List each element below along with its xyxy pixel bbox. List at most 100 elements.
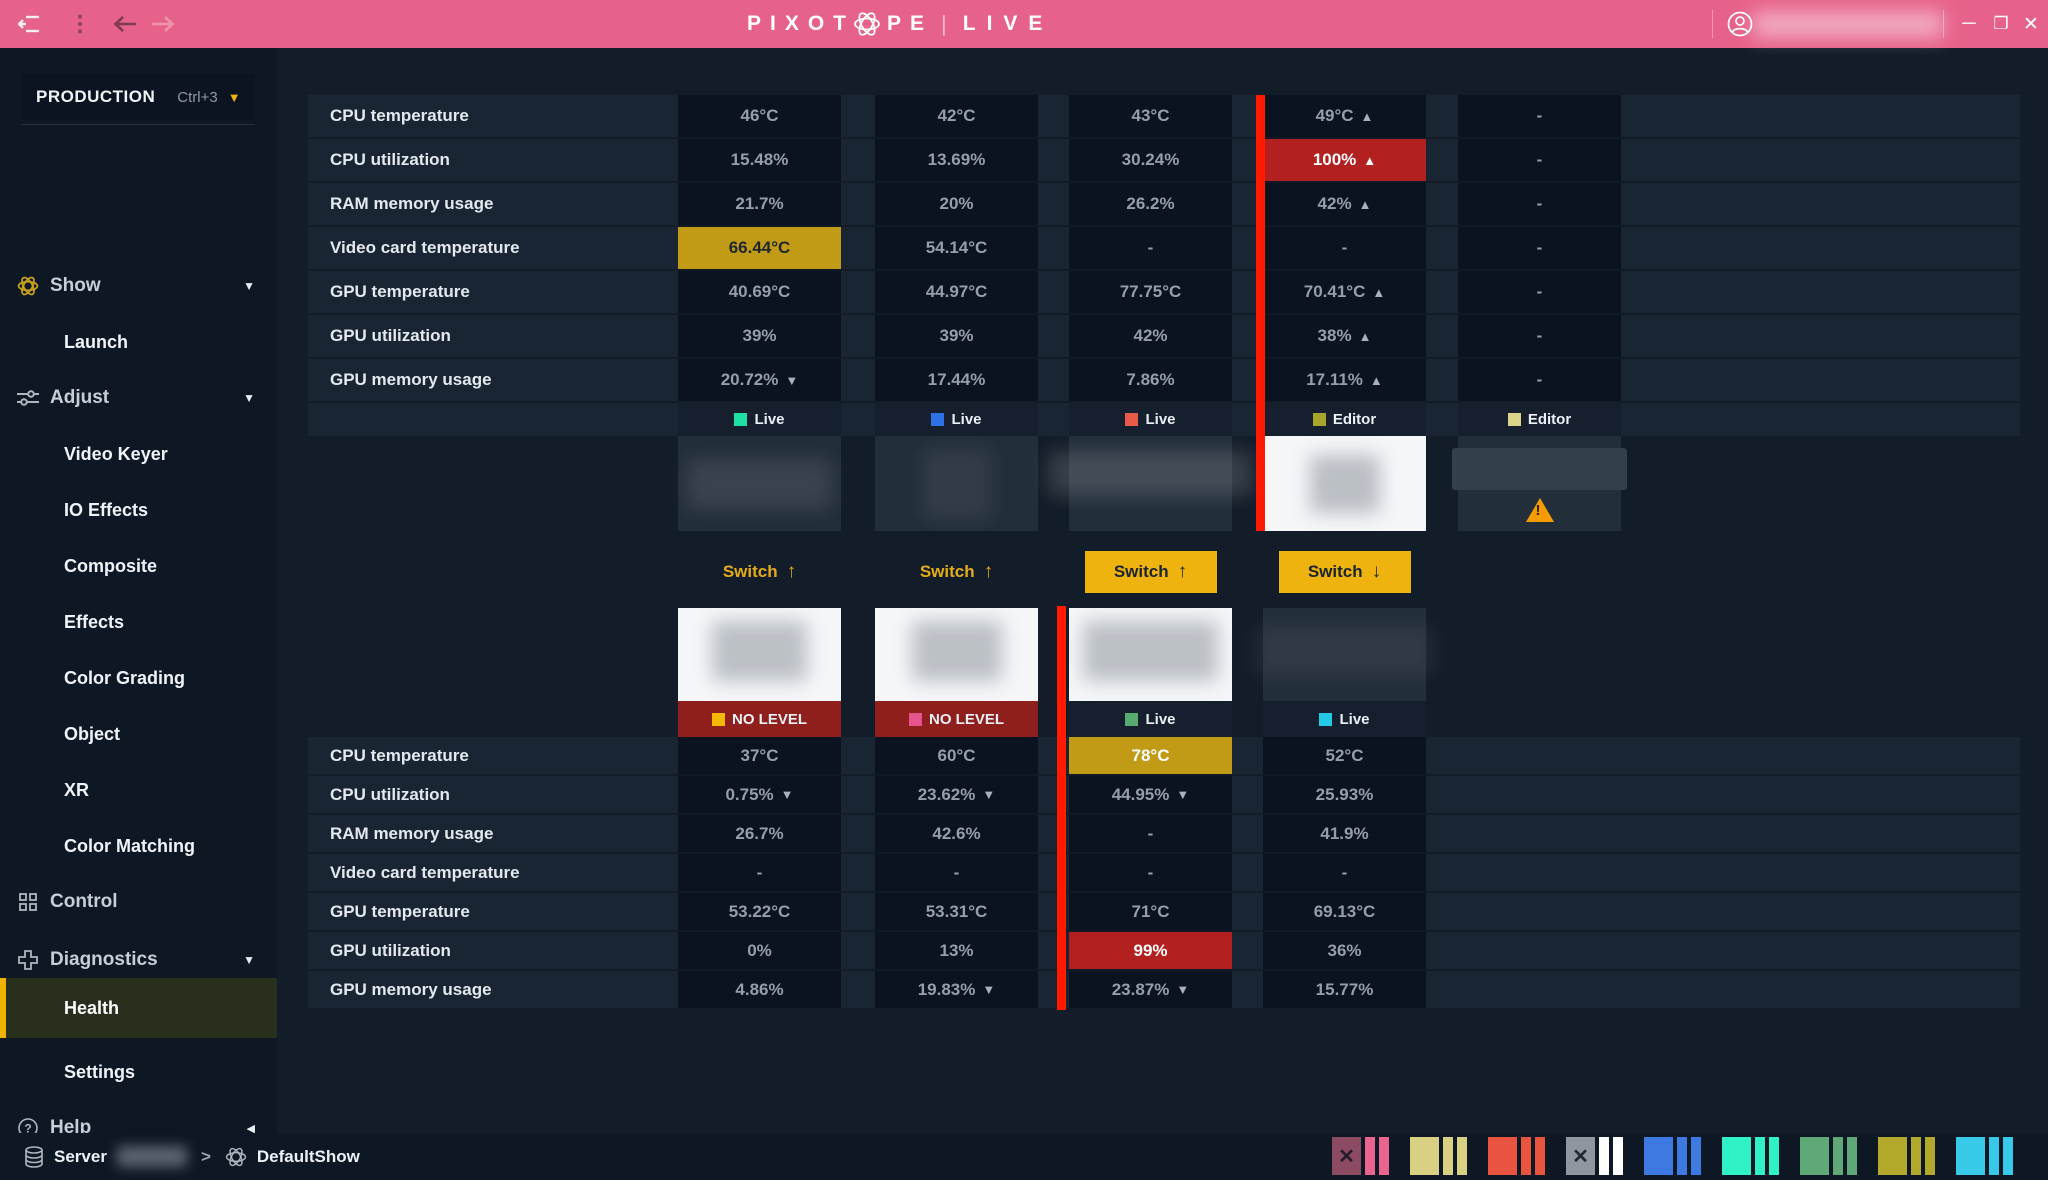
- sidebar-item-control[interactable]: Control: [0, 874, 277, 930]
- indicator-main-block: ✕: [1332, 1137, 1361, 1175]
- status-indicator-group[interactable]: ✕: [1566, 1137, 1623, 1175]
- metric-cell: 26.2%: [1126, 194, 1175, 213]
- sidebar-item-video-keyer[interactable]: Video Keyer: [0, 426, 277, 482]
- sidebar-item-help[interactable]: ? Help ◀: [0, 1100, 277, 1156]
- arrow-up-icon: ↑: [786, 561, 797, 582]
- metric-cell: -: [1341, 238, 1348, 257]
- metric-cell: 17.44%: [927, 370, 986, 389]
- row-separator: [875, 225, 1038, 227]
- machine-name-redacted: [1309, 454, 1380, 513]
- metric-cell: 0.75% ▼: [725, 784, 794, 804]
- show-crumb[interactable]: DefaultShow: [256, 1146, 360, 1166]
- production-level-dropdown[interactable]: PRODUCTION Ctrl+3 ▼: [22, 74, 255, 120]
- logo-divider: |: [941, 11, 947, 36]
- status-color-square: [734, 413, 748, 426]
- metric-row-label: CPU temperature: [330, 106, 469, 125]
- indicator-main-block: [1488, 1137, 1517, 1175]
- sidebar-item-object[interactable]: Object: [0, 706, 277, 762]
- row-separator: [678, 181, 841, 183]
- row-separator: [875, 357, 1038, 359]
- status-indicator-group[interactable]: [1644, 1137, 1701, 1175]
- machine-card[interactable]: [678, 608, 841, 701]
- machine-card[interactable]: [1048, 436, 1253, 531]
- row-separator: [1263, 313, 1426, 315]
- metric-cell: 77.75°C: [1119, 282, 1182, 301]
- machine-card[interactable]: [1069, 608, 1232, 701]
- sidebar-item-color-grading[interactable]: Color Grading: [0, 650, 277, 706]
- sidebar-item-label: Color Matching: [64, 835, 195, 856]
- metric-cell: 70.41°C ▲: [1303, 282, 1386, 301]
- sidebar-item-launch[interactable]: Launch: [0, 314, 277, 370]
- username-redacted: [1748, 0, 1948, 48]
- close-button[interactable]: ✕: [2023, 13, 2039, 35]
- row-separator: [678, 969, 841, 971]
- status-indicator-group[interactable]: [1488, 1137, 1545, 1175]
- maximize-button[interactable]: ❐: [1993, 14, 2009, 33]
- trend-up-icon: ▲: [1372, 284, 1386, 300]
- row-separator: [875, 930, 1038, 932]
- metric-cell: 17.11% ▲: [1306, 370, 1383, 389]
- metric-cell: 99%: [1069, 932, 1232, 969]
- sidebar-item-health[interactable]: Health: [0, 978, 277, 1038]
- metric-cell: 20.72% ▼: [720, 370, 799, 389]
- machine-card[interactable]: [875, 436, 1038, 531]
- metric-row-label: CPU utilization: [330, 150, 450, 169]
- sidebar-item-io-effects[interactable]: IO Effects: [0, 482, 277, 538]
- sidebar-item-label: Object: [64, 723, 121, 744]
- metric-row-label: GPU temperature: [330, 901, 470, 921]
- server-crumb[interactable]: Server: [54, 1146, 107, 1166]
- sidebar-item-color-matching[interactable]: Color Matching: [0, 818, 277, 874]
- row-separator: [1069, 852, 1232, 854]
- row-separator: [1069, 357, 1232, 359]
- switch-button[interactable]: Switch ↑: [919, 561, 994, 582]
- sidebar-item-diagnostics[interactable]: Diagnostics ▼: [0, 932, 277, 988]
- metric-cell: -: [1536, 106, 1543, 125]
- sidebar-item-adjust[interactable]: Adjust ▼: [0, 370, 277, 426]
- minimize-button[interactable]: ─: [1962, 13, 1976, 34]
- row-separator: [678, 313, 841, 315]
- status-indicator-group[interactable]: [1878, 1137, 1935, 1175]
- switch-button[interactable]: Switch ↓: [1278, 551, 1411, 593]
- collapse-sidebar-icon[interactable]: [14, 0, 44, 48]
- sidebar-item-composite[interactable]: Composite: [0, 538, 277, 594]
- sidebar-item-show[interactable]: Show ▼: [0, 258, 277, 314]
- metric-cell: 37°C: [740, 745, 779, 765]
- indicator-main-block: [1878, 1137, 1907, 1175]
- status-indicator-group[interactable]: [1800, 1137, 1857, 1175]
- sidebar-item-label: XR: [64, 779, 90, 800]
- row-separator: [1069, 181, 1232, 183]
- sidebar-item-xr[interactable]: XR: [0, 762, 277, 818]
- machine-card[interactable]: [1452, 436, 1627, 531]
- status-indicator-group[interactable]: ✕: [1332, 1137, 1389, 1175]
- machine-card[interactable]: [875, 608, 1038, 701]
- metric-cell: 7.86%: [1126, 370, 1175, 389]
- status-indicator-group[interactable]: [1722, 1137, 1779, 1175]
- status-indicator-group[interactable]: [1410, 1137, 1467, 1175]
- sidebar-item-settings[interactable]: Settings: [0, 1044, 277, 1100]
- status-badge: Live: [1263, 701, 1426, 737]
- switch-button[interactable]: Switch ↑: [1084, 551, 1217, 593]
- status-indicator-group[interactable]: [1956, 1137, 2013, 1175]
- user-account-icon[interactable]: [1722, 0, 1758, 48]
- machine-card[interactable]: [1263, 436, 1426, 531]
- indicator-main-block: [1722, 1137, 1751, 1175]
- metric-value-column: [1458, 95, 1621, 401]
- machine-card[interactable]: [1254, 608, 1435, 701]
- indicator-channel-bar: [1457, 1137, 1467, 1175]
- metric-cell: -: [1341, 862, 1348, 882]
- switch-button[interactable]: Switch ↑: [722, 561, 797, 582]
- indicator-main-block: [1410, 1137, 1439, 1175]
- kebab-menu-icon[interactable]: [70, 0, 90, 48]
- back-arrow-icon[interactable]: [110, 0, 140, 48]
- sidebar-item-effects[interactable]: Effects: [0, 594, 277, 650]
- chevron-down-icon: ▼: [227, 89, 241, 105]
- row-separator: [1263, 225, 1426, 227]
- sidebar-item-label: Adjust: [50, 387, 110, 408]
- metric-row-label: CPU utilization: [330, 784, 450, 804]
- forward-arrow-icon[interactable]: [148, 0, 178, 48]
- indicator-channel-bar: [1521, 1137, 1531, 1175]
- metric-cell: 44.95% ▼: [1111, 784, 1190, 804]
- sidebar-item-label: Effects: [64, 611, 125, 632]
- machine-card[interactable]: [678, 436, 841, 531]
- sidebar-item-label: IO Effects: [64, 499, 149, 520]
